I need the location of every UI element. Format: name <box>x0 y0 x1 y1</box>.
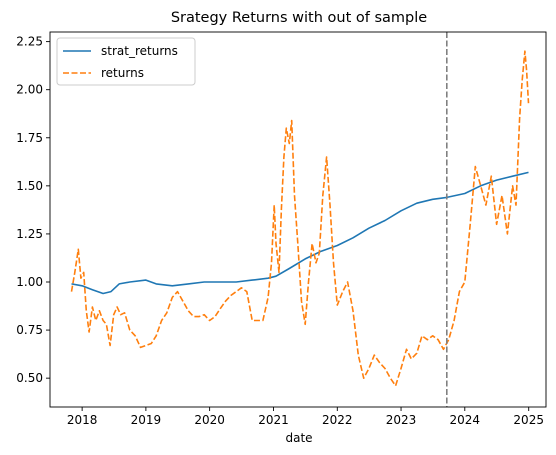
x-tick-label-2024: 2024 <box>450 413 481 427</box>
x-tick-label-2020: 2020 <box>194 413 225 427</box>
y-tick-label-1.75: 1.75 <box>16 131 43 145</box>
x-tick-label-2019: 2019 <box>131 413 162 427</box>
chart-title: Srategy Returns with out of sample <box>171 10 427 26</box>
series-line-strat-returns <box>71 171 529 295</box>
y-tick-label-1.25: 1.25 <box>16 227 43 241</box>
x-tick-label-2025: 2025 <box>513 413 544 427</box>
y-tick-label-1.50: 1.50 <box>16 179 43 193</box>
plot-frame <box>49 31 547 408</box>
y-tick-label-2.00: 2.00 <box>16 83 43 97</box>
series-line-returns <box>70 50 530 387</box>
y-tick-label-2.25: 2.25 <box>16 35 43 49</box>
x-axis-label: date <box>285 431 312 445</box>
axes: 2018 2019 2020 2021 2022 2023 2024 2025 0.50 0.75… <box>16 31 547 427</box>
y-tick-label-1.00: 1.00 <box>16 275 43 289</box>
plot-area <box>70 32 530 407</box>
legend-box <box>56 37 196 86</box>
x-tick-label-2018: 2018 <box>67 413 98 427</box>
legend-label-returns: returns <box>101 66 144 80</box>
y-tick-label-0.75: 0.75 <box>16 323 43 337</box>
x-tick-label-2023: 2023 <box>386 413 417 427</box>
legend-label-strat-returns: strat_returns <box>101 44 178 58</box>
y-tick-label-0.50: 0.50 <box>16 371 43 385</box>
x-tick-label-2021: 2021 <box>258 413 289 427</box>
x-tick-label-2022: 2022 <box>322 413 353 427</box>
